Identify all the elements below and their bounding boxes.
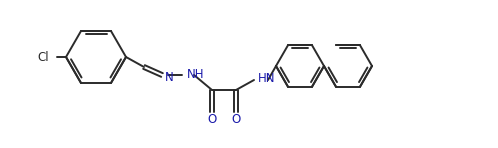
Text: O: O: [207, 112, 217, 126]
Text: HN: HN: [258, 71, 275, 85]
Text: NH: NH: [187, 67, 205, 81]
Text: O: O: [232, 112, 241, 126]
Text: Cl: Cl: [37, 50, 49, 63]
Text: N: N: [165, 70, 174, 83]
